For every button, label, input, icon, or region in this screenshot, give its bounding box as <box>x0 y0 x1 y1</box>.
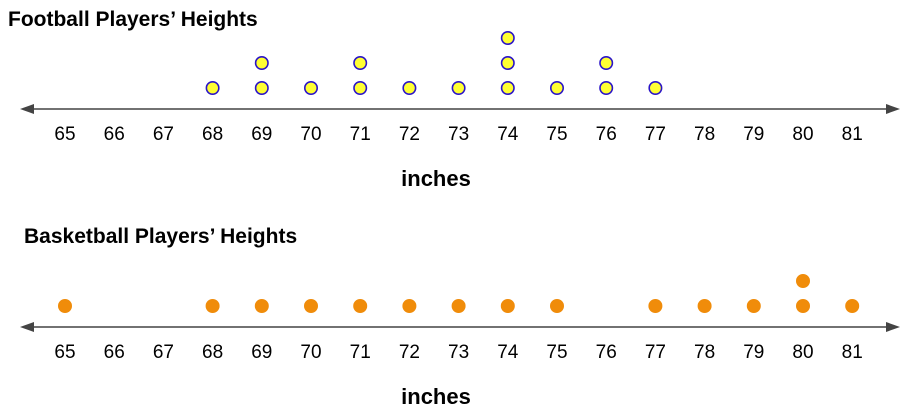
basketball-tick-label-65: 65 <box>54 342 75 363</box>
football-dot-71-1 <box>353 81 368 96</box>
football-tick-label-76: 76 <box>596 124 617 145</box>
basketball-tick-label-74: 74 <box>497 342 519 363</box>
football-tick-label-66: 66 <box>104 124 125 145</box>
football-axis-arrow-right <box>886 104 900 114</box>
football-tick-label-68: 68 <box>202 124 223 145</box>
basketball-dot-80-2 <box>795 273 810 288</box>
basketball-tick-label-66: 66 <box>104 342 125 363</box>
football-tick-label-79: 79 <box>743 124 764 145</box>
football-plot-area: 65 66 67 68 69 70 71 72 73 74 75 76 77 78 79 80 81 <box>20 30 900 145</box>
football-tick-label-71: 71 <box>350 124 371 145</box>
football-axis-arrow-left <box>20 104 34 114</box>
football-chart-title: Football Players’ Heights <box>8 8 258 31</box>
football-tick-label-81: 81 <box>842 124 863 145</box>
basketball-tick-label-68: 68 <box>202 342 223 363</box>
football-dot-69-1 <box>254 81 269 96</box>
basketball-tick-label-76: 76 <box>596 342 617 363</box>
football-tick-label-74: 74 <box>497 124 519 145</box>
football-dot-plot: Football Players’ Heights 65 66 67 68 69 70 71… <box>0 0 921 200</box>
basketball-dot-65-1 <box>57 299 72 314</box>
basketball-dot-72-1 <box>402 299 417 314</box>
basketball-dot-79-1 <box>746 299 761 314</box>
football-tick-label-73: 73 <box>448 124 469 145</box>
basketball-dot-77-1 <box>648 299 663 314</box>
football-tick-label-80: 80 <box>792 124 813 145</box>
basketball-dot-81-1 <box>845 299 860 314</box>
basketball-tick-label-80: 80 <box>792 342 813 363</box>
football-tick-label-72: 72 <box>399 124 420 145</box>
basketball-tick-label-70: 70 <box>300 342 321 363</box>
basketball-tick-label-78: 78 <box>694 342 715 363</box>
football-dot-68-1 <box>205 81 220 96</box>
basketball-dot-plot: Basketball Players’ Heights 65 66 67 68 69 70… <box>0 218 921 414</box>
football-dot-76-2 <box>599 55 614 70</box>
basketball-tick-label-67: 67 <box>153 342 174 363</box>
basketball-dot-80-1 <box>795 299 810 314</box>
football-tick-label-65: 65 <box>54 124 75 145</box>
basketball-chart-title: Basketball Players’ Heights <box>24 225 298 248</box>
football-dot-72-1 <box>402 81 417 96</box>
basketball-tick-label-73: 73 <box>448 342 469 363</box>
football-dot-70-1 <box>303 81 318 96</box>
basketball-dot-74-1 <box>500 299 515 314</box>
football-dot-74-2 <box>500 55 515 70</box>
basketball-plot-area: 65 66 67 68 69 70 71 72 73 74 75 76 77 78 79 80 81 <box>20 273 900 363</box>
basketball-dot-71-1 <box>353 299 368 314</box>
football-tick-label-75: 75 <box>546 124 567 145</box>
basketball-axis-arrow-left <box>20 322 34 332</box>
basketball-dot-68-1 <box>205 299 220 314</box>
basketball-tick-label-81: 81 <box>842 342 863 363</box>
basketball-dot-73-1 <box>451 299 466 314</box>
basketball-tick-label-75: 75 <box>546 342 567 363</box>
football-dot-77-1 <box>648 81 663 96</box>
football-tick-label-67: 67 <box>153 124 174 145</box>
basketball-axis-arrow-right <box>886 322 900 332</box>
basketball-tick-label-71: 71 <box>350 342 371 363</box>
football-x-axis-label: inches <box>401 166 471 191</box>
football-tick-label-77: 77 <box>645 124 666 145</box>
football-dot-71-2 <box>353 55 368 70</box>
basketball-dot-69-1 <box>254 299 269 314</box>
football-dot-76-1 <box>599 81 614 96</box>
football-tick-label-78: 78 <box>694 124 715 145</box>
basketball-dot-70-1 <box>303 299 318 314</box>
football-dot-69-2 <box>254 55 269 70</box>
basketball-tick-label-79: 79 <box>743 342 764 363</box>
basketball-x-axis-label: inches <box>401 384 471 409</box>
football-dot-73-1 <box>451 81 466 96</box>
football-dot-74-3 <box>500 30 515 45</box>
basketball-tick-label-77: 77 <box>645 342 666 363</box>
football-tick-label-69: 69 <box>251 124 272 145</box>
football-dot-74-1 <box>500 81 515 96</box>
basketball-tick-label-72: 72 <box>399 342 420 363</box>
basketball-dot-75-1 <box>549 299 564 314</box>
basketball-tick-label-69: 69 <box>251 342 272 363</box>
football-dot-75-1 <box>549 81 564 96</box>
basketball-dot-78-1 <box>697 299 712 314</box>
football-tick-label-70: 70 <box>300 124 321 145</box>
